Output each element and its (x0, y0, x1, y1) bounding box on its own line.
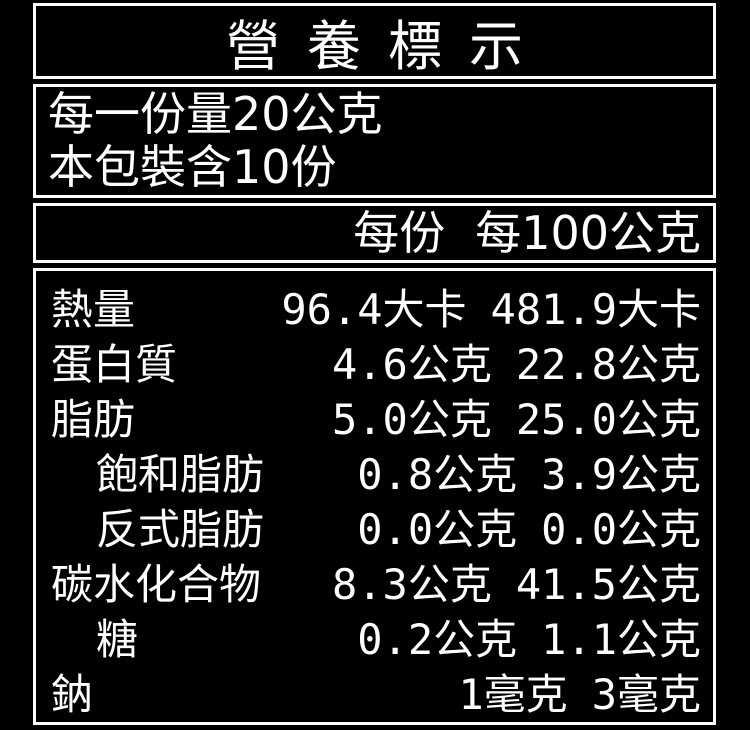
value-unit: 公克 (616, 340, 701, 389)
nutrition-label: 營養標示 每一份量20公克 本包裝含10份 每份 每100公克 熱量 96.4大… (33, 3, 716, 730)
column-header-per-100g: 每100公克 (475, 206, 701, 260)
value-unit: 公克 (407, 340, 492, 389)
value-number: 3 (591, 670, 617, 719)
row-label: 碳水化合物 (51, 560, 262, 609)
value-per-serving: 96.4大卡 (281, 282, 466, 337)
value-unit: 公克 (433, 505, 518, 554)
value-unit: 毫克 (483, 670, 568, 719)
value-unit: 大卡 (382, 285, 467, 334)
value-unit: 公克 (616, 560, 701, 609)
value-unit: 公克 (616, 505, 701, 554)
value-unit: 公克 (616, 615, 701, 664)
value-number: 0.2 (357, 615, 434, 664)
table-row-sodium: 鈉 1毫克 3毫克 (51, 667, 701, 722)
value-number: 0.8 (357, 450, 434, 499)
value-per-100g: 41.5公克 (516, 557, 701, 612)
value-number: 4.6 (331, 340, 408, 389)
nutrition-table: 熱量 96.4大卡 481.9大卡 蛋白質 4.6公克 22.8公克 脂肪 5.… (33, 268, 716, 725)
value-number: 3.9 (541, 450, 617, 499)
value-per-100g: 481.9大卡 (491, 282, 701, 337)
value-per-100g: 0.0公克 (541, 502, 701, 557)
column-header-per-serving: 每份 (353, 206, 446, 260)
value-per-serving: 8.3公克 (332, 557, 492, 612)
serving-info-box: 每一份量20公克 本包裝含10份 (33, 84, 716, 198)
table-row-fat: 脂肪 5.0公克 25.0公克 (51, 392, 701, 447)
value-unit: 大卡 (616, 285, 701, 334)
value-unit: 公克 (616, 450, 701, 499)
value-per-serving: 0.2公克 (357, 612, 517, 667)
table-row-saturated-fat: 飽和脂肪 0.8公克 3.9公克 (51, 447, 701, 502)
value-unit: 公克 (407, 560, 492, 609)
table-row-trans-fat: 反式脂肪 0.0公克 0.0公克 (51, 502, 701, 557)
value-per-100g: 22.8公克 (516, 337, 701, 392)
page-title: 營養標示 (226, 14, 550, 78)
value-number: 0.0 (357, 505, 434, 554)
table-row-calories: 熱量 96.4大卡 481.9大卡 (51, 282, 701, 337)
row-label: 鈉 (51, 670, 94, 719)
value-number: 0.0 (541, 505, 617, 554)
value-per-serving: 0.0公克 (357, 502, 517, 557)
value-unit: 公克 (407, 395, 492, 444)
value-unit: 公克 (616, 395, 701, 444)
value-number: 41.5 (515, 560, 617, 609)
value-unit: 公克 (433, 615, 518, 664)
value-number: 1 (458, 670, 484, 719)
value-per-100g: 3毫克 (592, 667, 701, 722)
value-number: 25.0 (515, 395, 617, 444)
column-header-row: 每份 每100公克 (33, 203, 716, 263)
value-unit: 公克 (433, 450, 518, 499)
value-per-100g: 1.1公克 (541, 612, 701, 667)
value-number: 8.3 (331, 560, 408, 609)
value-per-serving: 4.6公克 (332, 337, 492, 392)
row-label: 飽和脂肪 (96, 450, 265, 499)
title-box: 營養標示 (33, 3, 716, 79)
value-per-serving: 1毫克 (458, 667, 567, 722)
value-per-100g: 3.9公克 (541, 447, 701, 502)
value-per-serving: 0.8公克 (357, 447, 517, 502)
value-number: 5.0 (331, 395, 408, 444)
row-label: 熱量 (51, 285, 136, 334)
row-label: 反式脂肪 (96, 505, 265, 554)
value-per-serving: 5.0公克 (332, 392, 492, 447)
table-row-carbohydrate: 碳水化合物 8.3公克 41.5公克 (51, 557, 701, 612)
table-row-sugar: 糖 0.2公克 1.1公克 (51, 612, 701, 667)
row-label: 蛋白質 (51, 340, 178, 389)
value-number: 96.4 (281, 285, 383, 334)
table-row-protein: 蛋白質 4.6公克 22.8公克 (51, 337, 701, 392)
value-unit: 毫克 (616, 670, 701, 719)
row-label: 脂肪 (51, 395, 136, 444)
serving-size-line: 每一份量20公克 (48, 87, 383, 141)
value-number: 1.1 (541, 615, 617, 664)
value-number: 481.9 (490, 285, 617, 334)
value-number: 22.8 (515, 340, 617, 389)
value-per-100g: 25.0公克 (516, 392, 701, 447)
package-servings-line: 本包裝含10份 (48, 140, 337, 194)
row-label: 糖 (96, 615, 139, 664)
